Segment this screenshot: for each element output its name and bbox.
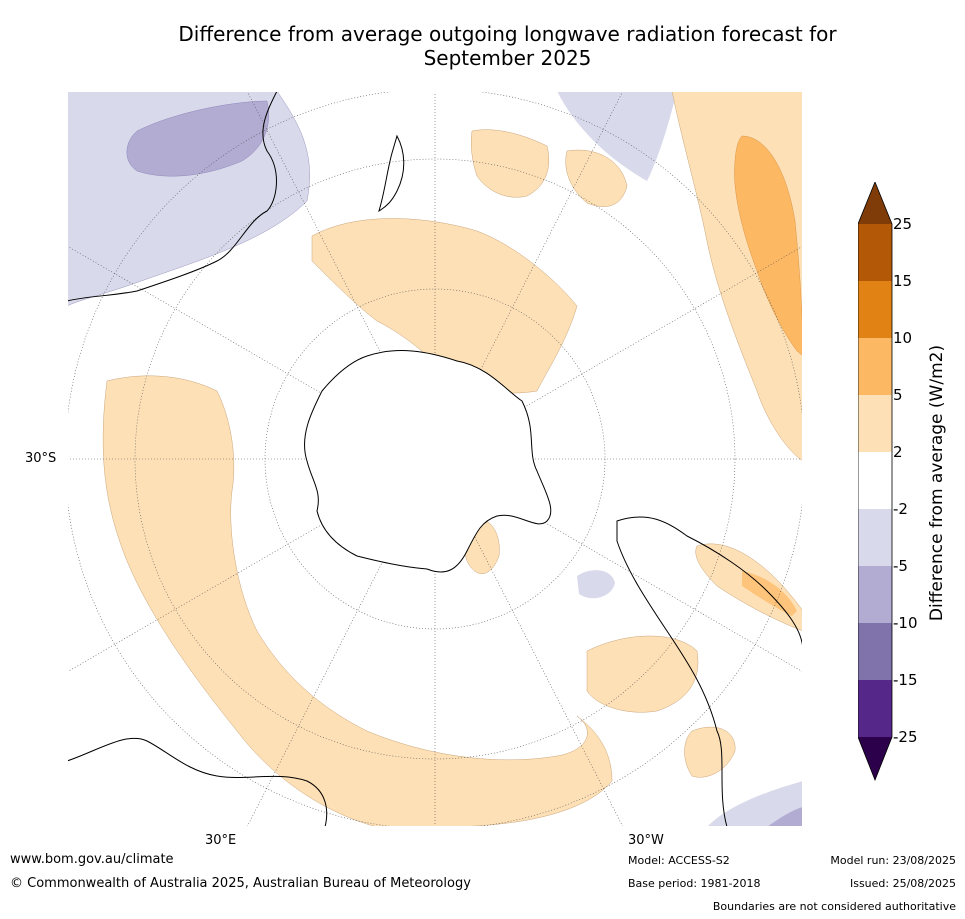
colorbar-bin-5-10: [858, 338, 892, 395]
footer-issued: Issued: 25/08/2025: [849, 877, 956, 890]
negative-anomaly-blob: [577, 570, 615, 599]
colorbar-bin-m2-m5: [858, 509, 892, 566]
positive-anomaly-region-5-10: [734, 135, 803, 357]
colorbar-extend-top: [858, 182, 892, 224]
colorbar-tick-m25: -25: [893, 728, 918, 746]
africa-outline: [67, 737, 328, 827]
colorbar-extend-bottom: [858, 737, 892, 780]
footer-url[interactable]: www.bom.gov.au/climate: [10, 852, 174, 867]
new-zealand-outline: [378, 134, 405, 213]
title-line-1: Difference from average outgoing longwav…: [178, 22, 837, 46]
colorbar-tick-m5: -5: [893, 557, 908, 575]
colorbar: [858, 182, 893, 782]
colorbar-tick-2: 2: [893, 443, 903, 461]
antarctica-outline: [304, 350, 552, 573]
lon-label-30e: 30°E: [205, 833, 237, 848]
negative-anomaly-region-strong: [126, 100, 269, 177]
colorbar-bin-10-15: [858, 281, 892, 338]
colorbar-bin-m15-m25: [858, 680, 892, 737]
colorbar-tick-15: 15: [893, 272, 913, 290]
south-america-outline: [616, 516, 803, 827]
negative-anomaly-region-north: [557, 91, 677, 181]
australia-outline: [67, 91, 278, 302]
positive-anomaly-region-south-atlantic: [311, 218, 578, 394]
colorbar-bin-15-25: [858, 224, 892, 281]
colorbar-tick-25: 25: [893, 215, 913, 233]
colorbar-tick-5: 5: [893, 386, 903, 404]
colorbar-tick-m10: -10: [893, 614, 918, 632]
footer-model-run: Model run: 23/08/2025: [830, 854, 956, 867]
lon-label-30w: 30°W: [628, 833, 664, 848]
colorbar-label: Difference from average (W/m2): [927, 344, 947, 622]
colorbar-bin-neutral: [858, 452, 892, 509]
polar-map: [67, 91, 803, 827]
colorbar-tick-10: 10: [893, 329, 913, 347]
colorbar-tick-m15: -15: [893, 671, 918, 689]
negative-anomaly-region-southeast: [707, 781, 803, 827]
title-line-2: September 2025: [423, 46, 592, 70]
footer-base-period: Base period: 1981-2018: [628, 877, 761, 890]
footer-model: Model: ACCESS-S2: [628, 854, 730, 867]
colorbar-bin-m5-m10: [858, 566, 892, 623]
map-title: Difference from average outgoing longwav…: [120, 22, 895, 70]
colorbar-bin-2-5: [858, 395, 892, 452]
footer-copyright: © Commonwealth of Australia 2025, Austra…: [10, 876, 471, 891]
positive-anomaly-region-southeast: [586, 635, 699, 713]
footer-disclaimer: Boundaries are not considered authoritat…: [712, 900, 956, 913]
positive-anomaly-region-west-indian: [102, 375, 613, 827]
lat-label-30s: 30°S: [25, 451, 57, 466]
colorbar-bin-m10-m15: [858, 623, 892, 680]
colorbar-tick-m2: -2: [893, 500, 908, 518]
